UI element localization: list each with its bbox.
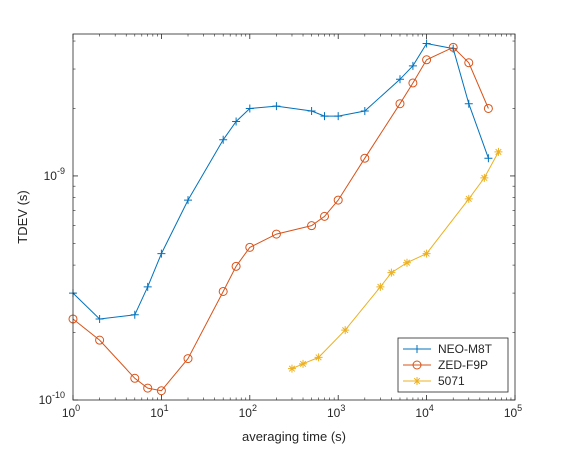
data-point-neo-m8t	[184, 196, 193, 205]
legend: NEO-M8T ZED-F9P 5071	[397, 337, 509, 393]
data-point-neo-m8t	[272, 102, 281, 111]
data-point-zed-f9p	[448, 42, 458, 52]
data-point-neo-m8t	[95, 314, 104, 323]
x-tick-label: 105	[504, 403, 522, 420]
data-point-zed-f9p	[320, 211, 330, 221]
data-point-neo-m8t	[395, 75, 404, 84]
data-point-5071	[422, 249, 431, 258]
legend-entry-neo-m8t: NEO-M8T	[403, 342, 493, 356]
y-tick-label: 10-9	[44, 166, 65, 183]
x-axis-label: averaging time (s)	[242, 429, 346, 444]
data-point-neo-m8t	[143, 282, 152, 291]
data-point-neo-m8t	[157, 249, 166, 258]
data-point-neo-m8t	[130, 310, 139, 319]
x-tick-label: 100	[62, 403, 80, 420]
data-point-neo-m8t	[219, 135, 228, 144]
data-point-neo-m8t	[408, 61, 417, 70]
data-point-5071	[387, 268, 396, 277]
data-point-zed-f9p	[408, 78, 418, 88]
data-point-zed-f9p	[422, 55, 432, 65]
data-point-5071	[376, 282, 385, 291]
data-point-5071	[287, 364, 296, 373]
data-point-zed-f9p	[156, 386, 166, 396]
data-point-neo-m8t	[245, 104, 254, 113]
data-point-zed-f9p	[271, 229, 281, 239]
data-point-zed-f9p	[464, 58, 474, 68]
data-point-neo-m8t	[307, 106, 316, 115]
axis-ticks: 100 101 102 103 104 105 10-10 10-9	[39, 34, 522, 420]
data-point-zed-f9p	[183, 354, 193, 364]
data-point-neo-m8t	[320, 112, 329, 121]
series-line-neo-m8t	[72, 42, 489, 320]
data-point-zed-f9p	[245, 242, 255, 252]
data-point-5071	[464, 194, 473, 203]
data-point-zed-f9p	[483, 103, 493, 113]
legend-marker	[412, 360, 422, 370]
data-point-zed-f9p	[130, 373, 140, 383]
x-tick-label: 104	[415, 403, 433, 420]
data-point-neo-m8t	[484, 154, 493, 163]
data-point-zed-f9p	[360, 153, 370, 163]
data-point-5071	[402, 258, 411, 267]
x-tick-label: 103	[327, 403, 345, 420]
plot-frame	[72, 33, 516, 401]
legend-entry-zed-f9p: ZED-F9P	[403, 358, 488, 372]
legend-label: NEO-M8T	[438, 342, 493, 356]
data-point-zed-f9p	[143, 383, 153, 393]
data-point-zed-f9p	[231, 261, 241, 271]
data-point-zed-f9p	[95, 335, 105, 345]
data-point-neo-m8t	[232, 117, 241, 126]
legend-marker	[413, 345, 421, 353]
legend-label: ZED-F9P	[438, 358, 488, 372]
x-tick-label: 102	[239, 403, 257, 420]
data-point-zed-f9p	[218, 286, 228, 296]
series-zed-f9p	[68, 42, 493, 396]
series-line-zed-f9p	[72, 46, 489, 392]
y-axis-label: TDEV (s)	[15, 190, 30, 243]
data-point-neo-m8t	[334, 112, 343, 121]
data-point-5071	[341, 326, 350, 335]
data-point-5071	[314, 353, 323, 362]
series-neo-m8t	[69, 39, 493, 323]
legend-marker	[413, 377, 421, 385]
data-point-zed-f9p	[395, 99, 405, 109]
legend-entry-5071: 5071	[403, 374, 465, 388]
data-point-5071	[480, 173, 489, 182]
data-point-5071	[494, 147, 503, 156]
data-point-neo-m8t	[464, 99, 473, 108]
series-5071	[287, 147, 503, 373]
data-series-layer	[68, 39, 503, 396]
y-tick-label: 10-10	[39, 390, 65, 407]
data-point-zed-f9p	[333, 195, 343, 205]
data-point-5071	[299, 359, 308, 368]
legend-label: 5071	[438, 374, 465, 388]
data-point-neo-m8t	[422, 39, 431, 48]
data-point-zed-f9p	[307, 221, 317, 231]
x-tick-label: 101	[150, 403, 168, 420]
data-point-neo-m8t	[360, 106, 369, 115]
